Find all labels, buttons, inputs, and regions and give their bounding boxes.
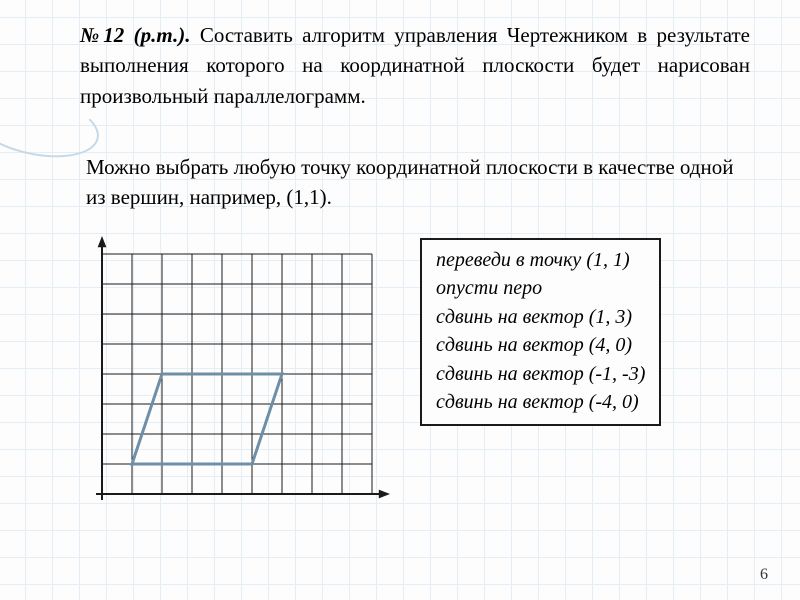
algo-line: сдвинь на вектор (-1, -3)	[436, 360, 645, 388]
chart-svg	[80, 234, 390, 514]
hint-point: 1,1	[293, 185, 319, 209]
algo-line: переведи в точку (1, 1)	[436, 246, 645, 274]
hint-prefix: Можно выбрать любую точку координатной п…	[86, 155, 733, 208]
main-row: переведи в точку (1, 1) опусти перо сдви…	[80, 234, 750, 514]
algo-line: сдвинь на вектор (-4, 0)	[436, 388, 645, 416]
page-number: 6	[760, 566, 768, 584]
problem-statement: №12 (р.т.). Составить алгоритм управлени…	[80, 20, 750, 111]
algo-line: сдвинь на вектор (1, 3)	[436, 303, 645, 331]
algorithm-box: переведи в точку (1, 1) опусти перо сдви…	[420, 238, 661, 426]
hint-suffix: ).	[320, 185, 332, 209]
coordinate-chart	[80, 234, 390, 514]
algo-line: опусти перо	[436, 274, 645, 302]
problem-number: №12 (р.т.).	[80, 23, 190, 47]
hint-text: Можно выбрать любую точку координатной п…	[80, 153, 750, 212]
slide-content: №12 (р.т.). Составить алгоритм управлени…	[0, 0, 800, 514]
algo-line: сдвинь на вектор (4, 0)	[436, 331, 645, 359]
